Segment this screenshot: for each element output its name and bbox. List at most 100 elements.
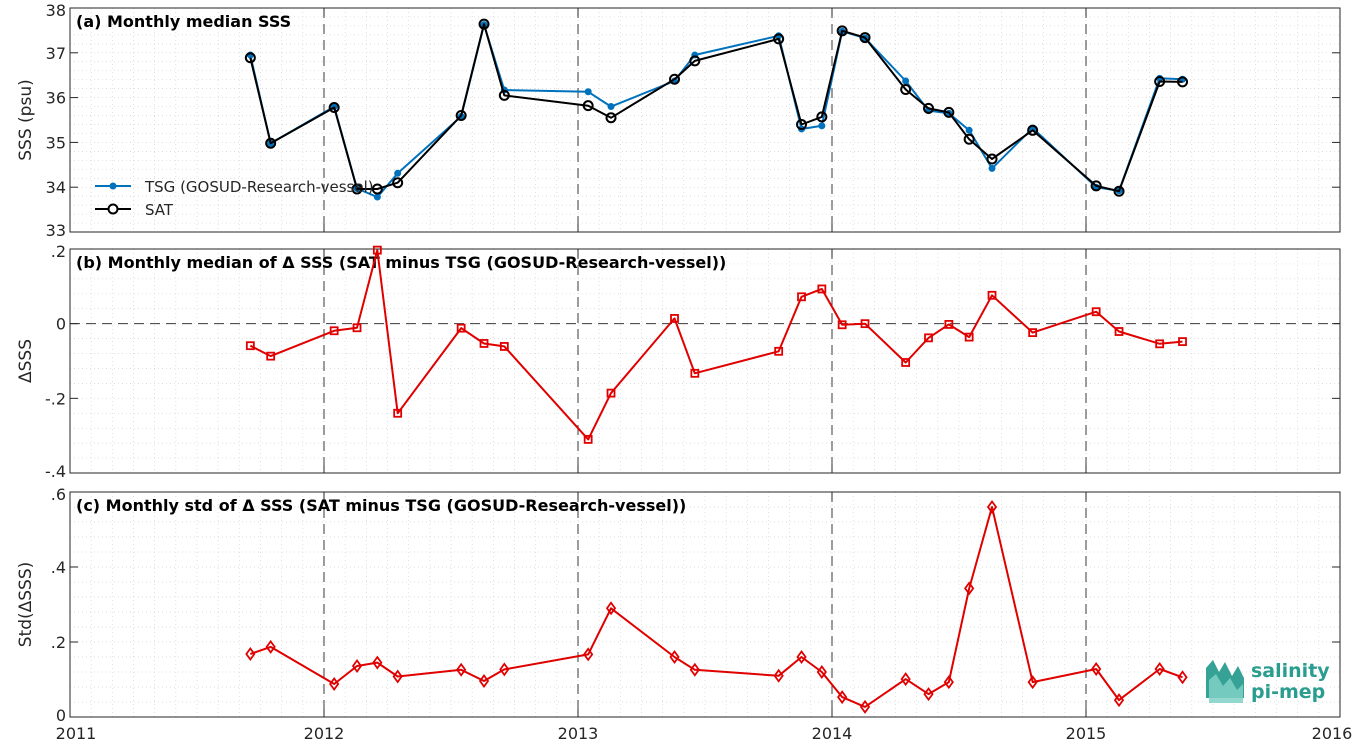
series-line-0 [249,506,1183,708]
data-point [499,342,509,351]
series-line-0 [249,249,1183,441]
data-point [265,137,277,149]
data-point [455,110,467,122]
data-point [986,499,998,515]
data-point [987,290,997,300]
legend-marker-sat [107,203,119,215]
data-point [773,33,785,45]
data-point [963,133,975,145]
data-point [606,388,616,398]
data-point [860,319,870,329]
data-point [605,601,617,616]
data-point [373,193,381,201]
data-point [796,118,808,130]
x-tick-label: 2012 [304,724,345,743]
data-point [924,333,933,343]
y-tick-label: 33 [46,221,66,240]
data-point [245,341,255,351]
data-point [393,408,403,418]
data-point [988,164,996,172]
axes-frame [69,491,1341,718]
data-point [859,699,871,714]
data-point [352,323,362,333]
data-point [1177,76,1189,88]
data-point [1113,693,1125,708]
data-point [1091,307,1101,317]
data-point [773,668,784,683]
data-point [923,102,935,114]
data-point [859,32,871,44]
salinity-pi-mep-logo: salinity pi-mep [1206,660,1330,703]
data-point [478,673,490,689]
data-point [669,73,681,85]
data-point [583,434,593,444]
data-point [584,88,592,96]
data-point [607,103,615,111]
data-point [245,646,256,662]
data-point [774,346,784,356]
data-point [901,358,911,367]
x-tick-label: 2016 [1312,724,1353,743]
data-point [670,314,679,323]
y-tick-label: 38 [46,1,66,20]
panel-c: 0 .2 .4 .6 2011 2012 2013 2014 2015 2016 Std(ΔSSS)… [16,485,1352,743]
data-point [669,649,680,665]
y-tick-label: -.2 [45,389,66,408]
data-point [818,122,826,130]
data-point [351,658,363,674]
data-point [498,89,510,101]
data-point [900,672,911,687]
data-point [816,111,828,123]
data-point [690,368,700,378]
data-point [478,18,490,30]
series-line-1 [249,23,1183,193]
y-tick-label: .2 [51,633,66,652]
data-point [1154,661,1165,677]
x-tick-label: 2013 [558,724,599,743]
data-point [479,339,489,348]
data-point [265,639,276,654]
x-tick-label: 2015 [1066,724,1107,743]
y-tick-label: 35 [46,133,66,152]
panel-title: (b) Monthly median of Δ SSS (SAT minus T… [76,253,726,272]
data-point [583,647,594,662]
data-point [1177,670,1188,685]
data-point [456,323,466,333]
data-point [923,687,934,702]
data-point [986,153,998,165]
legend-label-sat: SAT [145,201,174,219]
data-point [1114,327,1124,336]
data-point [329,326,339,336]
data-point [900,84,912,96]
logo-wave-light-icon [1209,674,1243,703]
y-tick-label: 0 [56,315,66,334]
panel-title: (c) Monthly std of Δ SSS (SAT minus TSG … [76,496,686,515]
data-point [817,284,827,294]
data-point [689,55,701,67]
y-tick-label: 0 [56,706,66,725]
data-point [944,320,954,329]
data-point [964,581,975,596]
data-point [328,101,340,113]
axes-frame [69,248,1341,474]
data-point [836,25,848,37]
data-point [837,320,847,330]
y-tick-label: .4 [51,558,66,577]
data-point [582,100,594,112]
data-point [392,177,404,189]
data-point [329,676,340,692]
data-point [244,52,256,64]
data-point [1027,124,1039,136]
data-point [837,690,848,705]
data-point [965,126,973,134]
y-tick-label: -.4 [45,462,66,481]
data-point [371,183,383,195]
data-point [456,662,467,677]
x-tick-label: 2014 [812,724,853,743]
data-point [1028,328,1038,338]
data-point [605,112,617,124]
data-point [394,169,402,177]
panel-title: (a) Monthly median SSS [76,12,291,31]
legend-label-tsg: TSG (GOSUD-Research-vessel) [144,178,374,196]
